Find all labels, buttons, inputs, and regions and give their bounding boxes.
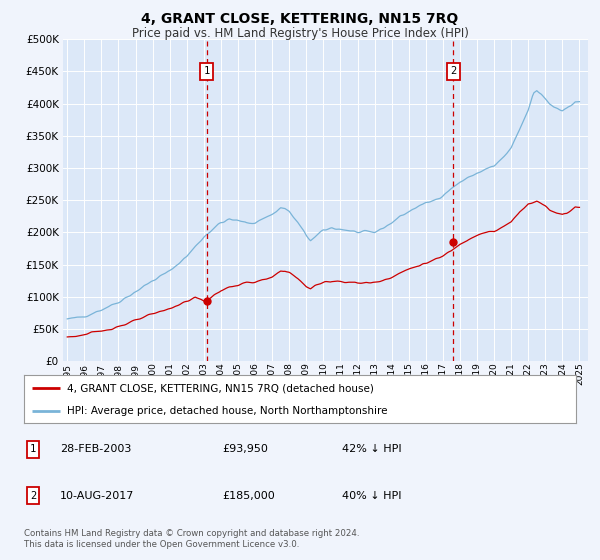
Text: 4, GRANT CLOSE, KETTERING, NN15 7RQ: 4, GRANT CLOSE, KETTERING, NN15 7RQ: [142, 12, 458, 26]
Text: 2: 2: [30, 491, 36, 501]
Text: 10-AUG-2017: 10-AUG-2017: [60, 491, 134, 501]
Text: 40% ↓ HPI: 40% ↓ HPI: [342, 491, 401, 501]
Text: £185,000: £185,000: [222, 491, 275, 501]
Text: 1: 1: [30, 445, 36, 454]
Text: 2: 2: [450, 67, 457, 76]
Text: 42% ↓ HPI: 42% ↓ HPI: [342, 445, 401, 454]
Text: HPI: Average price, detached house, North Northamptonshire: HPI: Average price, detached house, Nort…: [67, 406, 388, 416]
Text: 28-FEB-2003: 28-FEB-2003: [60, 445, 131, 454]
Text: £93,950: £93,950: [222, 445, 268, 454]
Text: Price paid vs. HM Land Registry's House Price Index (HPI): Price paid vs. HM Land Registry's House …: [131, 27, 469, 40]
Text: 4, GRANT CLOSE, KETTERING, NN15 7RQ (detached house): 4, GRANT CLOSE, KETTERING, NN15 7RQ (det…: [67, 383, 374, 393]
Text: Contains HM Land Registry data © Crown copyright and database right 2024.
This d: Contains HM Land Registry data © Crown c…: [24, 529, 359, 549]
Text: 1: 1: [203, 67, 210, 76]
